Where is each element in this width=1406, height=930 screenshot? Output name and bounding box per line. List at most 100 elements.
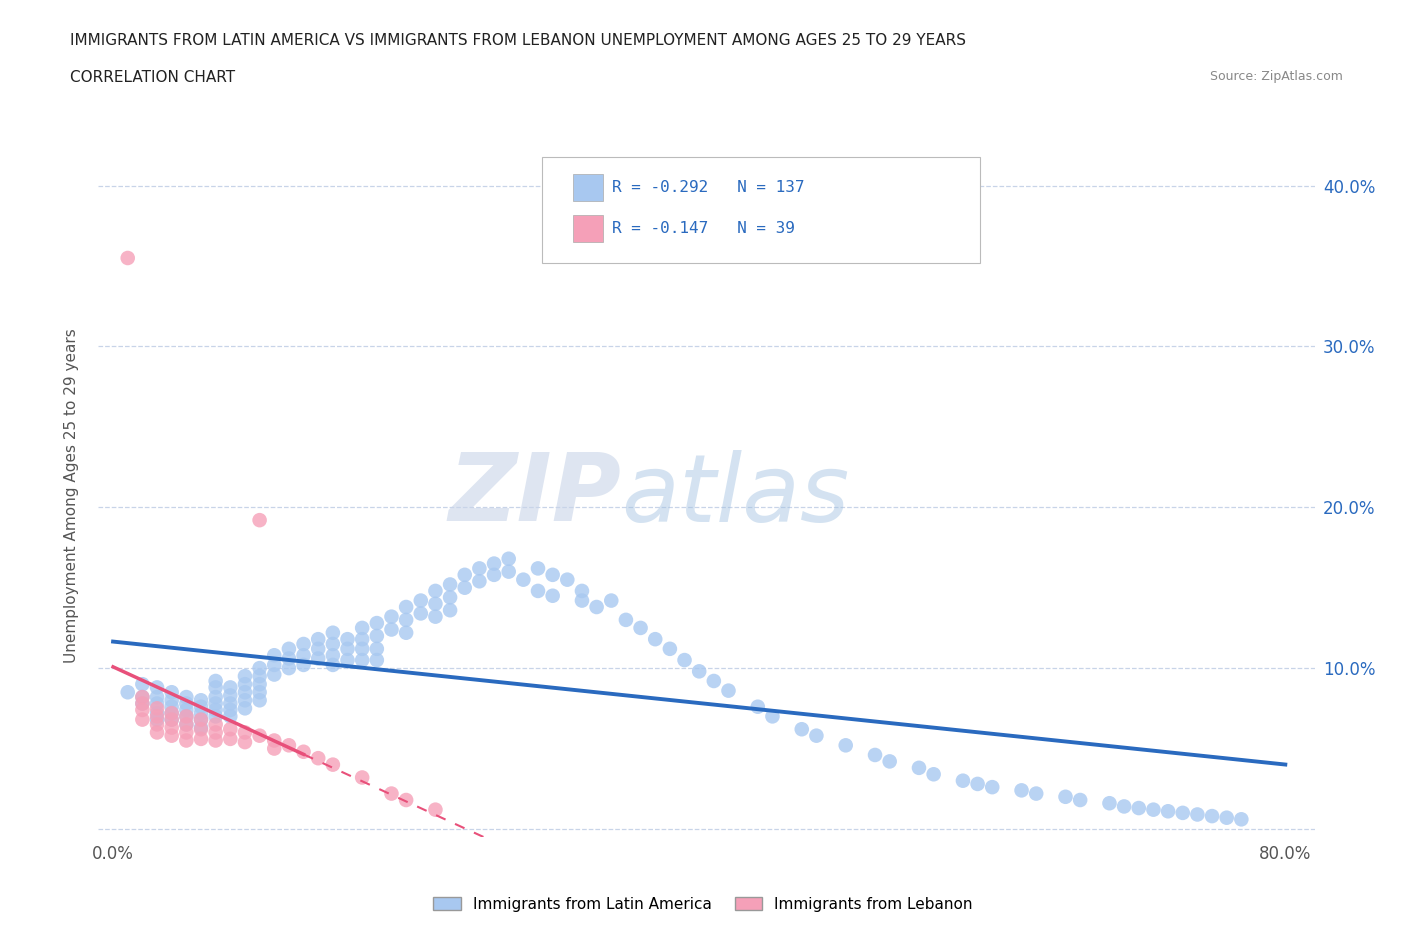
- Point: [160, 712, 183, 727]
- Point: [1230, 812, 1253, 827]
- Point: [425, 596, 447, 611]
- Point: [160, 712, 183, 727]
- Point: [527, 583, 550, 598]
- Text: CORRELATION CHART: CORRELATION CHART: [70, 70, 235, 85]
- Point: [555, 572, 578, 587]
- Point: [366, 653, 388, 668]
- Point: [233, 701, 256, 716]
- Text: Source: ZipAtlas.com: Source: ZipAtlas.com: [1209, 70, 1343, 83]
- Point: [425, 583, 447, 598]
- Text: ZIP: ZIP: [449, 449, 621, 541]
- Point: [146, 712, 169, 727]
- Point: [952, 773, 974, 788]
- Point: [425, 803, 447, 817]
- Point: [277, 737, 299, 752]
- Point: [249, 660, 271, 675]
- Point: [190, 712, 212, 727]
- Point: [322, 658, 344, 672]
- Point: [703, 673, 725, 688]
- Point: [658, 642, 681, 657]
- Point: [219, 702, 242, 717]
- Point: [307, 631, 329, 646]
- Point: [146, 701, 169, 716]
- Point: [249, 693, 271, 708]
- Point: [219, 688, 242, 703]
- Point: [571, 583, 593, 598]
- Point: [131, 690, 153, 705]
- Point: [160, 728, 183, 743]
- Point: [146, 717, 169, 732]
- Point: [673, 653, 696, 668]
- Point: [585, 600, 607, 615]
- Point: [380, 622, 402, 637]
- Point: [1157, 804, 1180, 818]
- Point: [307, 642, 329, 657]
- Point: [439, 603, 461, 618]
- Point: [204, 690, 226, 705]
- Point: [688, 664, 710, 679]
- Point: [146, 696, 169, 711]
- Legend: Immigrants from Latin America, Immigrants from Lebanon: Immigrants from Latin America, Immigrant…: [427, 890, 979, 918]
- Point: [454, 567, 477, 582]
- Point: [190, 706, 212, 721]
- Point: [160, 699, 183, 714]
- Point: [439, 590, 461, 604]
- Point: [1171, 805, 1194, 820]
- Point: [117, 250, 139, 265]
- Point: [233, 693, 256, 708]
- Point: [1215, 810, 1237, 825]
- Point: [336, 653, 359, 668]
- Point: [233, 677, 256, 692]
- Point: [1114, 799, 1136, 814]
- Text: IMMIGRANTS FROM LATIN AMERICA VS IMMIGRANTS FROM LEBANON UNEMPLOYMENT AMONG AGES: IMMIGRANTS FROM LATIN AMERICA VS IMMIGRA…: [70, 33, 966, 47]
- Point: [204, 717, 226, 732]
- Point: [190, 712, 212, 727]
- Point: [146, 680, 169, 695]
- Point: [176, 690, 198, 705]
- Point: [395, 613, 418, 628]
- Point: [176, 709, 198, 724]
- Point: [131, 702, 153, 717]
- Point: [204, 733, 226, 748]
- Point: [263, 733, 285, 748]
- Point: [292, 744, 315, 759]
- Point: [233, 725, 256, 740]
- Point: [204, 709, 226, 724]
- Point: [439, 577, 461, 591]
- Point: [395, 625, 418, 640]
- Point: [160, 720, 183, 735]
- Point: [600, 593, 623, 608]
- Point: [717, 684, 740, 698]
- Point: [204, 725, 226, 740]
- Point: [352, 620, 374, 635]
- Point: [249, 677, 271, 692]
- Point: [352, 631, 374, 646]
- Point: [322, 757, 344, 772]
- Point: [117, 684, 139, 699]
- Point: [527, 561, 550, 576]
- Point: [160, 706, 183, 721]
- Point: [190, 722, 212, 737]
- Point: [176, 733, 198, 748]
- Point: [322, 625, 344, 640]
- Point: [352, 653, 374, 668]
- Point: [352, 642, 374, 657]
- Point: [292, 648, 315, 663]
- Point: [176, 717, 198, 732]
- Point: [233, 669, 256, 684]
- Point: [512, 572, 534, 587]
- Point: [322, 648, 344, 663]
- Point: [922, 767, 945, 782]
- Point: [277, 651, 299, 666]
- Point: [190, 732, 212, 747]
- Point: [806, 728, 828, 743]
- Point: [160, 684, 183, 699]
- Point: [468, 574, 491, 589]
- Point: [146, 706, 169, 721]
- Text: R = -0.292   N = 137: R = -0.292 N = 137: [612, 180, 804, 195]
- Point: [1098, 796, 1121, 811]
- Point: [204, 680, 226, 695]
- Point: [630, 620, 652, 635]
- Point: [409, 606, 432, 621]
- Point: [879, 754, 901, 769]
